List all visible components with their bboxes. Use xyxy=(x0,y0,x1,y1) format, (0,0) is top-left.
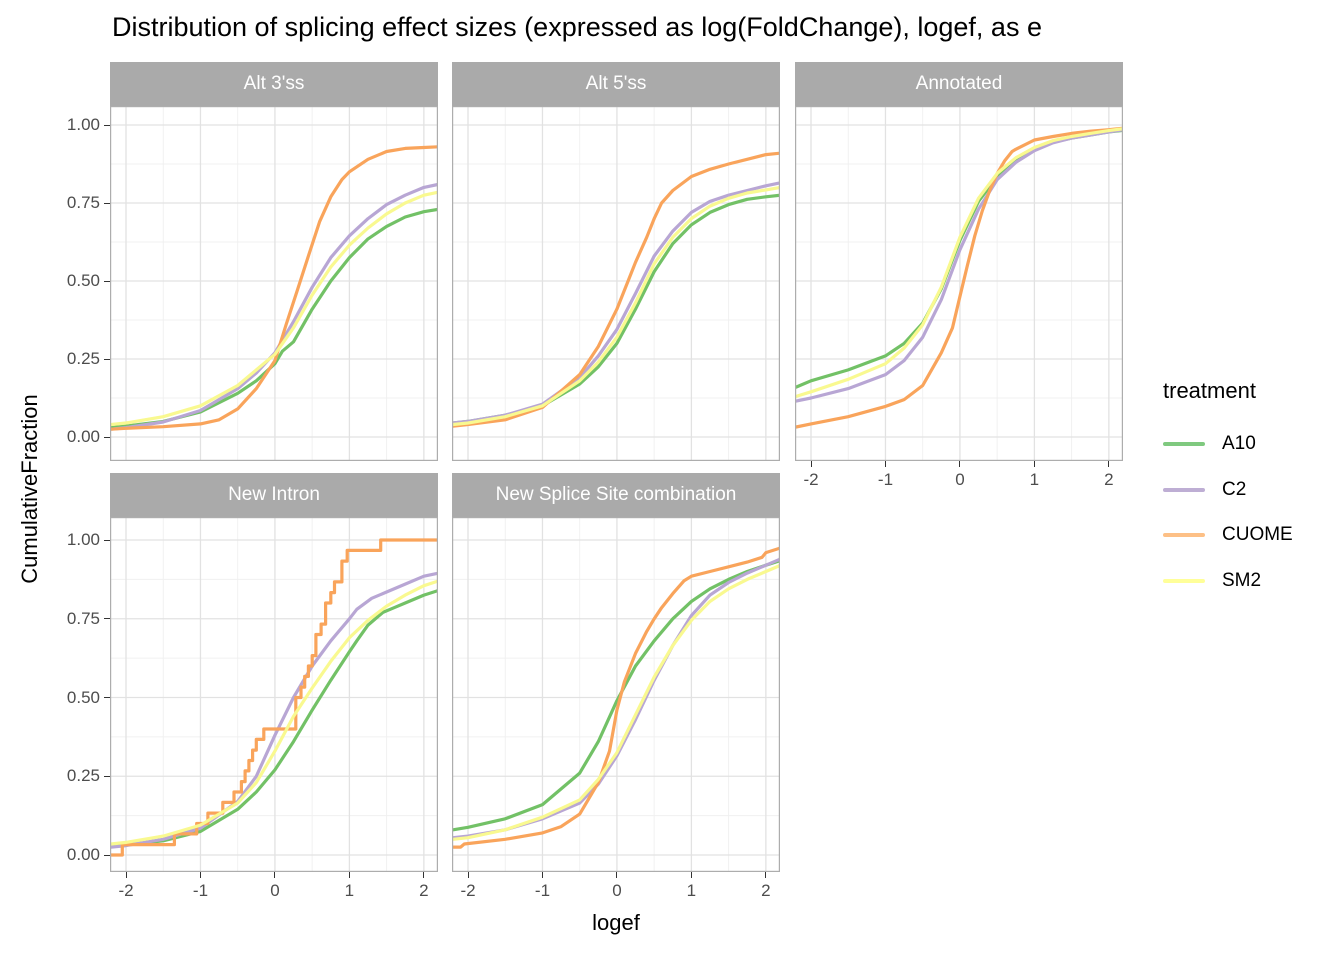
facet-strip: New Intron xyxy=(110,473,438,517)
facet-strip: Annotated xyxy=(795,62,1123,106)
x-tick-label: -1 xyxy=(534,881,551,900)
facet-strip-label: Alt 3'ss xyxy=(243,73,305,94)
y-tick-mark xyxy=(104,202,110,204)
x-tick-mark xyxy=(959,461,961,467)
x-tick-label: 1 xyxy=(1029,470,1040,489)
ecdf-line-SM2 xyxy=(452,563,780,841)
ecdf-line-CUOME xyxy=(452,151,780,428)
legend-key-line xyxy=(1163,579,1205,583)
facet-strip: Alt 5'ss xyxy=(452,62,780,106)
x-tick-label: 0 xyxy=(270,881,280,900)
legend-entry-CUOME: CUOME xyxy=(1163,520,1293,550)
x-tick-mark xyxy=(884,461,886,467)
x-tick-mark xyxy=(690,872,692,878)
ecdf-line-SM2 xyxy=(452,185,780,427)
ecdf-line-C2 xyxy=(110,182,438,431)
y-tick-mark xyxy=(104,697,110,698)
x-tick-label: -2 xyxy=(803,470,819,489)
y-tick-label: 0.50 xyxy=(66,687,100,707)
legend-entry-A10: A10 xyxy=(1163,429,1256,459)
x-tick-mark xyxy=(423,872,425,878)
x-tick-mark xyxy=(199,872,201,878)
y-tick-mark xyxy=(104,775,110,777)
facet-strip-label: New Intron xyxy=(228,484,320,505)
x-axis-title: logef xyxy=(592,910,640,935)
x-tick-mark xyxy=(541,872,543,878)
legend-entry-C2: C2 xyxy=(1163,475,1246,505)
y-tick-mark xyxy=(104,436,110,438)
y-tick-label: 0.00 xyxy=(66,427,100,446)
panel-alt-3-ss xyxy=(110,106,438,461)
panel-annotated xyxy=(795,106,1123,461)
y-tick-mark xyxy=(104,280,110,282)
y-tick-mark xyxy=(104,618,110,620)
panel-new-intron xyxy=(110,517,438,872)
facet-strip-label: Alt 5'ss xyxy=(585,73,647,94)
panel-new-splice-site-combination xyxy=(452,517,780,872)
y-tick-label: 0.00 xyxy=(66,845,100,864)
facet-strip: New Splice Site combination xyxy=(452,473,780,517)
x-tick-label: 0 xyxy=(612,881,622,900)
x-tick-mark xyxy=(810,461,812,467)
ecdf-line-SM2 xyxy=(110,190,438,427)
y-tick-label: 0.25 xyxy=(66,766,100,786)
ecdf-line-SM2 xyxy=(110,579,438,846)
legend-key-line xyxy=(1163,533,1205,537)
y-tick-mark xyxy=(104,358,110,360)
x-tick-label: 2 xyxy=(1104,470,1114,489)
y-tick-mark xyxy=(104,854,110,856)
facet-strip: Alt 3'ss xyxy=(110,62,438,106)
x-tick-label: 2 xyxy=(419,881,429,900)
y-axis-title: CumulativeFraction xyxy=(17,394,42,584)
ecdf-line-CUOME xyxy=(795,126,1123,429)
legend-entry-label: CUOME xyxy=(1222,524,1293,545)
x-tick-mark xyxy=(274,872,276,878)
y-tick-label: 1.00 xyxy=(66,115,100,134)
x-tick-label: -2 xyxy=(460,881,476,900)
legend-entry-label: C2 xyxy=(1222,479,1247,500)
y-tick-mark xyxy=(104,539,110,541)
ecdf-line-SM2 xyxy=(795,127,1123,398)
y-tick-label: 0.50 xyxy=(66,271,100,290)
x-tick-label: 0 xyxy=(955,470,965,489)
ecdf-line-CUOME xyxy=(452,546,780,849)
facet-strip-label: New Splice Site combination xyxy=(495,484,737,505)
legend-key-line xyxy=(1163,488,1205,492)
x-tick-mark xyxy=(125,872,127,878)
x-tick-mark xyxy=(1033,461,1035,467)
x-tick-mark xyxy=(1108,461,1110,467)
x-tick-mark xyxy=(467,872,469,878)
x-tick-label: 1 xyxy=(686,881,697,900)
ecdf-line-CUOME xyxy=(110,145,438,431)
panel-alt-5-ss xyxy=(452,106,780,461)
legend-entry-label: SM2 xyxy=(1222,570,1262,591)
x-tick-mark xyxy=(765,872,767,878)
x-tick-mark xyxy=(348,872,350,878)
x-tick-label: -2 xyxy=(118,881,134,900)
x-tick-label: -1 xyxy=(877,470,894,489)
ecdf-line-A10 xyxy=(110,588,438,848)
x-tick-label: -1 xyxy=(192,881,209,900)
y-tick-mark xyxy=(104,124,110,126)
legend-key-line xyxy=(1163,442,1205,446)
y-tick-label: 0.75 xyxy=(66,193,100,212)
y-tick-label: 0.75 xyxy=(66,608,100,628)
x-tick-mark xyxy=(616,872,618,878)
legend-entry-SM2: SM2 xyxy=(1163,566,1261,596)
legend: treatment A10 C2 CUOME SM2 xyxy=(1150,0,1344,960)
chart-title: Distribution of splicing effect sizes (e… xyxy=(112,12,1042,42)
facet-strip-label: Annotated xyxy=(915,73,1003,94)
x-tick-label: 1 xyxy=(344,881,355,900)
y-tick-label: 0.25 xyxy=(66,349,100,368)
x-tick-label: 2 xyxy=(761,881,771,900)
legend-title: treatment xyxy=(1163,378,1256,403)
y-tick-label: 1.00 xyxy=(66,530,100,549)
legend-entry-label: A10 xyxy=(1222,433,1256,454)
